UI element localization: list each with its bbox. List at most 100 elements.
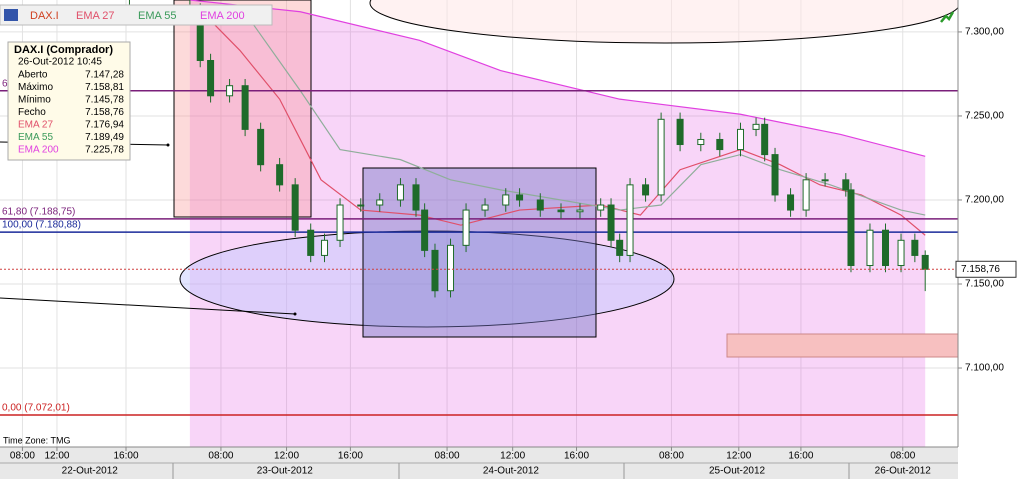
candle-body: [357, 204, 365, 207]
legend-bar: [0, 4, 273, 26]
legend-entry[interactable]: DAX.I: [30, 10, 59, 22]
x-tick-label: 08:00: [890, 451, 915, 462]
candle-body: [481, 204, 489, 211]
plot-area: [0, 0, 958, 447]
candle-body: [321, 239, 329, 256]
candle-body: [536, 199, 544, 211]
axes: 7.300,00 7.250,00 7.200,00 7.150,00 7.100,00…: [10, 27, 1017, 477]
candle-body: [241, 85, 249, 130]
legend-entry[interactable]: EMA 200: [200, 10, 245, 22]
candle-body: [737, 128, 745, 151]
candle-body: [276, 164, 284, 186]
candle-body: [291, 184, 299, 231]
candle-body: [447, 244, 455, 292]
candle-body: [421, 209, 429, 251]
info-label: Aberto: [18, 70, 48, 81]
drawn-line: [0, 297, 296, 315]
x-tick-label: 16:00: [338, 451, 363, 462]
candle-body: [516, 194, 524, 201]
info-rows: Aberto 7.147,28 Máximo 7.158,81 Mínimo 7.145,…: [18, 70, 124, 156]
info-title: DAX.I (Comprador): [14, 44, 113, 56]
ema-line: [189, 0, 926, 157]
candle-body: [396, 184, 404, 201]
candle-body: [716, 138, 724, 151]
x-tick-label: 12:00: [726, 451, 751, 462]
date-label: 23-Out-2012: [257, 466, 314, 477]
timezone: Time Zone: TMG: [3, 435, 71, 445]
last-price-box: [955, 260, 1017, 278]
info-value: 7.147,28: [85, 70, 124, 81]
y-tick-label: 7.150,00: [965, 279, 1004, 290]
info-box-bg: [7, 41, 131, 161]
date-label: 22-Out-2012: [62, 466, 119, 477]
candle-body: [607, 204, 615, 241]
info-date: 26-Out-2012 10:45: [18, 57, 102, 68]
candle-body: [697, 138, 705, 146]
candle-body: [257, 128, 265, 166]
x-tick-label: 08:00: [208, 451, 233, 462]
info-value: 7.189,49: [85, 132, 124, 143]
info-value: 7.145,78: [85, 95, 124, 106]
ema-line: [249, 19, 926, 216]
x-tick-label: 12:00: [274, 451, 299, 462]
candle-body: [761, 123, 769, 156]
candle-body: [752, 123, 760, 130]
handle: [166, 143, 170, 147]
info-value: 7.225,78: [85, 145, 124, 156]
info-label: Máximo: [18, 82, 53, 93]
info-value: 7.176,94: [85, 120, 124, 131]
candle-body: [911, 239, 919, 256]
x-tick-label: 16:00: [564, 451, 589, 462]
level-label: 61,80 (7.188,75): [2, 207, 75, 218]
candle-body: [626, 184, 634, 256]
candle-body: [821, 179, 829, 182]
legend-entry[interactable]: EMA 27: [76, 10, 115, 22]
candle-body: [226, 85, 234, 97]
candle-body: [412, 184, 420, 211]
legend-entry[interactable]: EMA 55: [138, 10, 177, 22]
y-axis-area: [958, 0, 1020, 479]
candle-body: [676, 118, 684, 146]
level-label: 100,00 (7.180,88): [2, 220, 81, 231]
candle-body: [921, 254, 929, 270]
drawn-rect: [726, 333, 959, 358]
info-label: EMA 27: [18, 120, 53, 131]
info-label: Fecho: [18, 107, 46, 118]
level-label: 0,00 (7.072,01): [2, 403, 70, 414]
y-tick-label: 7.100,00: [965, 363, 1004, 374]
x-tick-label: 08:00: [659, 451, 684, 462]
candle-body: [462, 209, 470, 246]
info-label: EMA 200: [18, 145, 59, 156]
x-tick-label: 12:00: [44, 451, 69, 462]
candle-body: [557, 209, 565, 213]
x-tick-label: 08:00: [435, 451, 460, 462]
handle: [293, 312, 297, 316]
candle-body: [771, 154, 779, 196]
status-icon: [940, 11, 955, 23]
candle-body: [336, 204, 344, 241]
date-label: 26-Out-2012: [875, 466, 932, 477]
candle-body: [657, 118, 665, 196]
legend-icon: [4, 9, 18, 21]
candle-body: [866, 229, 874, 267]
x-tick-label: 08:00: [10, 451, 35, 462]
date-separators: [172, 463, 850, 479]
x-tick-label: 16:00: [788, 451, 813, 462]
y-tick-label: 7.200,00: [965, 195, 1004, 206]
legend: DAX.I EMA 27 EMA 55 EMA 200: [0, 4, 955, 26]
candle-body: [502, 194, 510, 206]
last-price-label: 7.158,76: [961, 264, 1000, 275]
candle-body: [897, 239, 905, 267]
candle-body: [597, 204, 605, 211]
candle-body: [207, 59, 215, 97]
candle-body: [376, 199, 384, 206]
plot-front: 6 61,80 (7.188,75) 100,00 (7.180,88) 0,00 (…: [0, 0, 958, 416]
y-tick-label: 7.250,00: [965, 111, 1004, 122]
x-tick-label: 16:00: [113, 451, 138, 462]
info-value: 7.158,76: [85, 107, 124, 118]
candle-body: [787, 194, 795, 211]
date-label: 24-Out-2012: [483, 466, 540, 477]
candle-body: [307, 229, 315, 256]
candle-body: [642, 184, 650, 196]
